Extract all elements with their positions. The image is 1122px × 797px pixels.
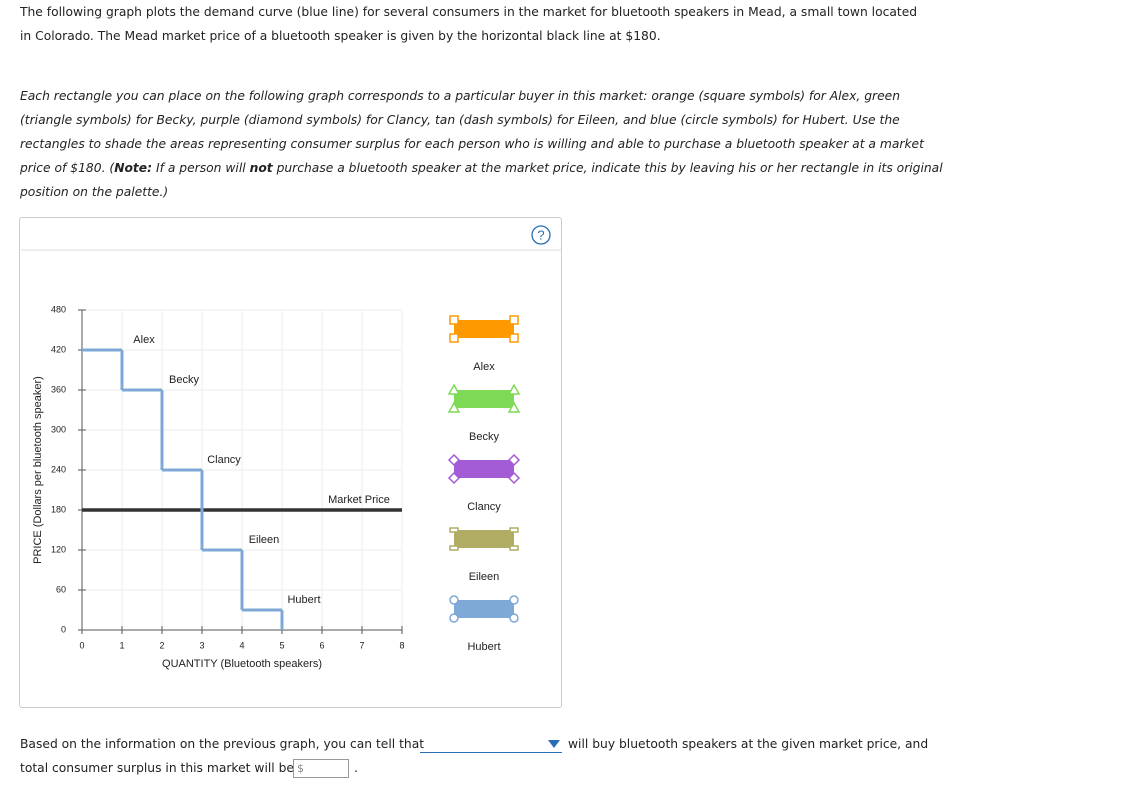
x-tick-label: 7	[359, 640, 364, 650]
y-tick-label: 420	[51, 344, 66, 354]
y-tick-label: 360	[51, 384, 66, 394]
graph-panel: ? 0 60 120 180 240 300 360 420 480 0 1 2 3 4 5 6 7 8 PRICE…	[19, 217, 562, 708]
palette-symbol	[449, 545, 459, 551]
step-label: Clancy	[207, 454, 241, 466]
text: If a person will	[152, 161, 250, 175]
palette-symbol	[449, 595, 459, 605]
palette-symbol	[447, 383, 461, 395]
palette-rectangle	[454, 390, 514, 408]
x-tick-label: 8	[399, 640, 404, 650]
palette-symbol	[449, 527, 459, 533]
palette-item[interactable]	[447, 453, 521, 485]
help-button[interactable]	[531, 225, 551, 245]
palette-symbol	[447, 471, 461, 485]
palette-item[interactable]	[449, 595, 519, 623]
palette-symbol	[509, 545, 519, 551]
question-text: will buy bluetooth speakers at the given…	[568, 737, 929, 751]
y-tick-label: 300	[51, 424, 66, 434]
step-label: Hubert	[287, 594, 320, 606]
palette-item[interactable]	[449, 527, 519, 551]
help-icon[interactable]: ?	[537, 227, 544, 242]
chart-body: ? 0 60 120 180 240 300 360 420 480 0 1 2 3 4 5 6 7 8 PRICE…	[21, 225, 561, 670]
y-tick-label: 480	[51, 304, 66, 314]
palette-symbol	[509, 527, 519, 533]
y-tick-label: 0	[61, 624, 66, 634]
palette-label: Hubert	[467, 641, 500, 653]
x-tick-label: 6	[319, 640, 324, 650]
palette-label: Eileen	[469, 571, 500, 583]
x-tick-label: 1	[119, 640, 124, 650]
step-label: Becky	[169, 374, 199, 386]
palette-symbol	[509, 315, 519, 325]
palette-symbol	[509, 333, 519, 343]
x-tick-label: 5	[279, 640, 284, 650]
x-tick-label: 3	[199, 640, 204, 650]
question-text: Based on the information on the previous…	[20, 737, 425, 751]
palette-item[interactable]	[449, 315, 519, 343]
palette-symbol	[447, 453, 461, 467]
palette-symbol	[447, 401, 461, 413]
palette-rectangle	[454, 320, 514, 338]
palette-label: Clancy	[467, 501, 501, 513]
text: purchase a bluetooth speaker at the mark…	[20, 161, 943, 199]
step-label: Eileen	[249, 534, 280, 546]
y-tick-label: 240	[51, 464, 66, 474]
text: Each rectangle you can place on the foll…	[20, 89, 924, 175]
palette-symbol	[507, 383, 521, 395]
chart: ? 0 60 120 180 240 300 360 420 480 0 1 2 3 4 5 6 7 8 PRICE…	[21, 225, 561, 670]
answer-input[interactable]: $	[293, 759, 349, 778]
x-tick-label: 2	[159, 640, 164, 650]
x-tick-label: 4	[239, 640, 244, 650]
bold-text: not	[249, 161, 273, 175]
y-tick-label: 120	[51, 544, 66, 554]
palette-symbol	[507, 453, 521, 467]
palette-symbol	[449, 315, 459, 325]
palette-symbol	[449, 333, 459, 343]
palette-symbol	[507, 401, 521, 413]
palette-symbol	[507, 471, 521, 485]
x-axis-label: QUANTITY (Bluetooth speakers)	[162, 658, 322, 670]
y-axis-label: PRICE (Dollars per bluetooth speaker)	[32, 376, 44, 564]
palette-symbol	[509, 595, 519, 605]
palette-symbol	[449, 613, 459, 623]
palette-rectangle	[454, 460, 514, 478]
palette-label: Alex	[473, 361, 495, 373]
question-text: .	[354, 761, 358, 775]
question-text: total consumer surplus in this market wi…	[20, 761, 295, 775]
y-tick-label: 180	[51, 504, 66, 514]
palette-rectangle	[454, 530, 514, 548]
step-label: Alex	[133, 334, 155, 346]
x-tick-label: 0	[79, 640, 84, 650]
market-price-label: Market Price	[328, 494, 390, 506]
instructions: The following graph plots the demand cur…	[20, 5, 918, 43]
palette-item[interactable]	[447, 383, 521, 413]
palette-rectangle	[454, 600, 514, 618]
instructions: Each rectangle you can place on the foll…	[20, 84, 945, 204]
bold-text: Note:	[114, 161, 153, 175]
y-tick-label: 60	[56, 584, 66, 594]
dropdown[interactable]	[420, 735, 562, 753]
palette-symbol	[509, 613, 519, 623]
palette-label: Becky	[469, 431, 499, 443]
